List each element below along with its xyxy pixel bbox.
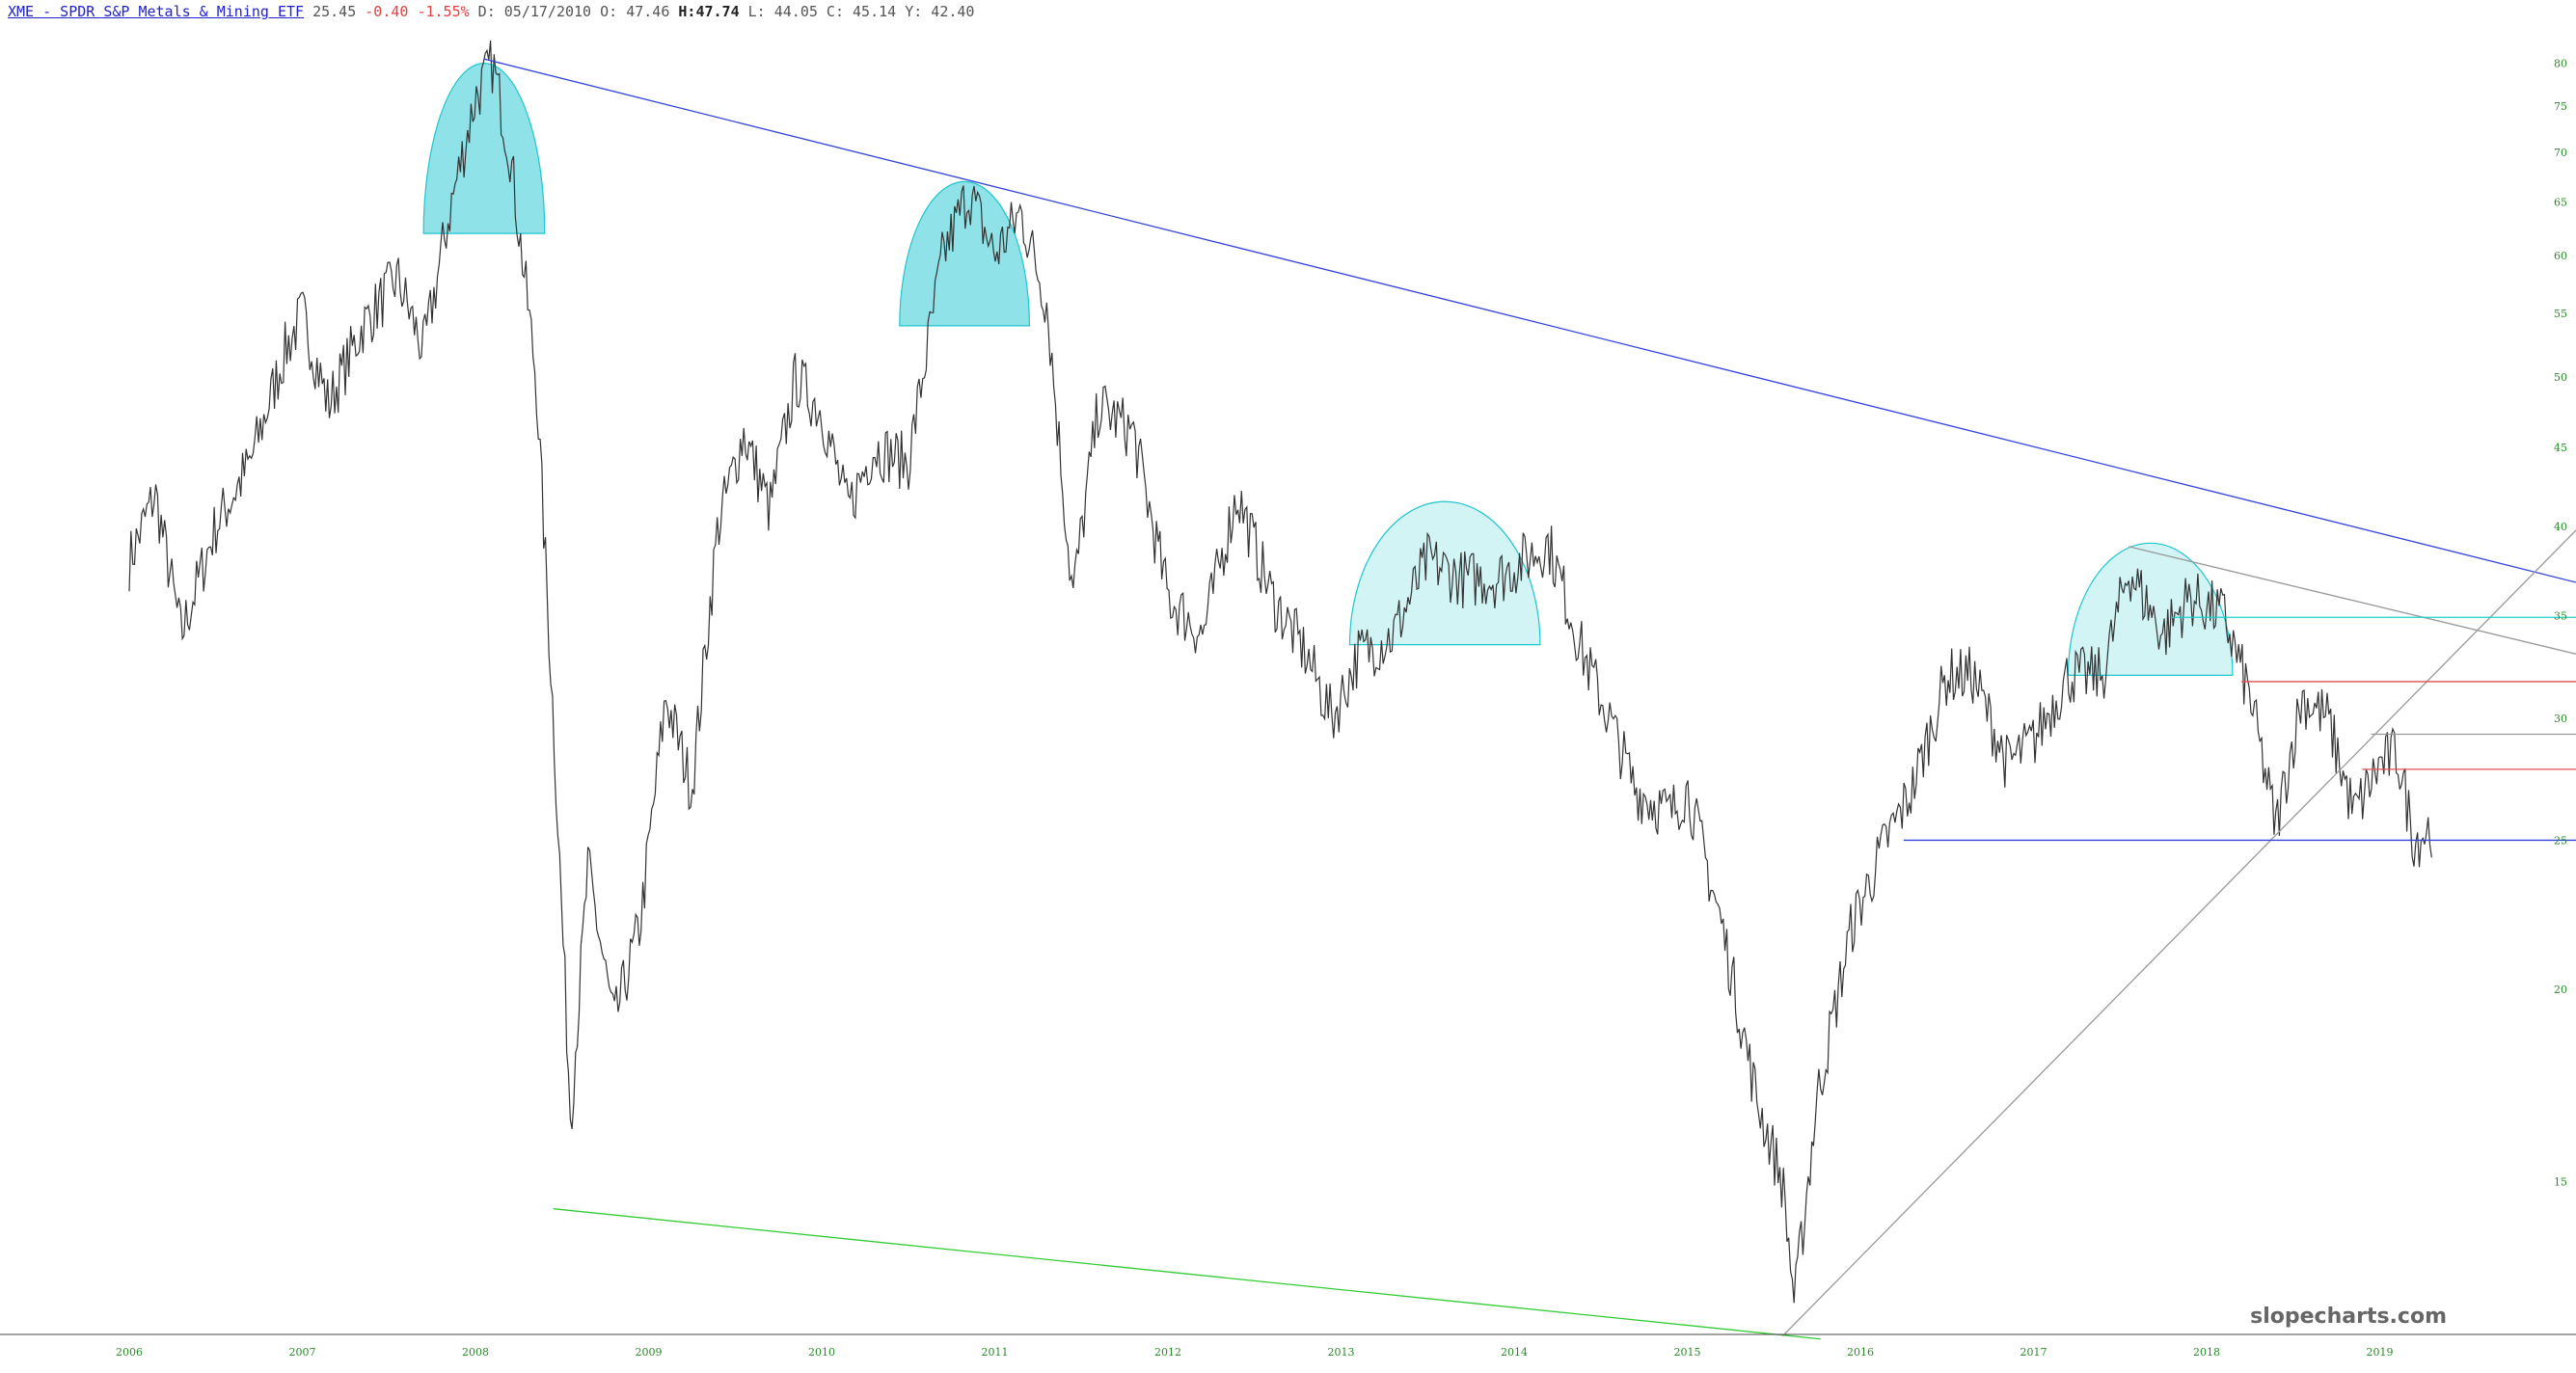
- dome-2: [899, 180, 1031, 327]
- cursor-date: D: 05/17/2010: [477, 3, 592, 20]
- last-price: 25.45: [312, 3, 357, 20]
- y-tick-label: 35: [2554, 609, 2567, 622]
- grey-line-4: [2129, 546, 2576, 655]
- x-tick-label: 2006: [116, 1346, 143, 1359]
- symbol-link[interactable]: XME - SPDR S&P Metals & Mining ETF: [8, 3, 305, 20]
- chart-overlays: [422, 62, 2234, 676]
- x-tick-label: 2019: [2367, 1346, 2394, 1359]
- x-axis: 2006 2007 2008 2009 2010 2011 2012 2013 2014 2015…: [0, 1333, 2576, 1359]
- low-value: L: 44.05: [747, 3, 818, 20]
- y-tick-label: 30: [2554, 713, 2567, 725]
- y-tick-label: 70: [2554, 147, 2567, 159]
- y-tick-label: 60: [2554, 250, 2567, 262]
- x-tick-label: 2008: [462, 1346, 489, 1359]
- y-tick-label: 55: [2554, 308, 2567, 320]
- y-tick-label: 40: [2554, 521, 2567, 533]
- x-tick-label: 2012: [1154, 1346, 1181, 1359]
- x-tick-label: 2016: [1847, 1346, 1874, 1359]
- chart-header: XME - SPDR S&P Metals & Mining ETF 25.45…: [8, 3, 974, 20]
- x-tick-label: 2014: [1501, 1346, 1528, 1359]
- y-tick-label: 25: [2554, 834, 2567, 847]
- price-series: [128, 40, 2432, 1304]
- x-tick-label: 2015: [1674, 1346, 1701, 1359]
- y-value: Y: 42.40: [905, 3, 975, 20]
- x-tick-label: 2007: [289, 1346, 316, 1359]
- y-tick-label: 65: [2554, 196, 2567, 208]
- price-change: -0.40: [365, 3, 409, 20]
- x-tick-label: 2009: [636, 1346, 663, 1359]
- x-tick-label: 2011: [982, 1346, 1009, 1359]
- y-tick-label: 80: [2554, 58, 2567, 70]
- x-tick-label: 2018: [2193, 1346, 2220, 1359]
- y-tick-label: 15: [2554, 1175, 2567, 1188]
- close-value: C: 45.14: [826, 3, 897, 20]
- y-axis: 80 75 70 65 60 55 50 45 40 35 30 25 20 15: [2554, 58, 2567, 1189]
- price-line: [128, 40, 2432, 1304]
- trendlines: [483, 58, 2576, 1340]
- price-change-pct: -1.55%: [417, 3, 470, 20]
- x-tick-label: 2017: [2020, 1346, 2047, 1359]
- x-tick-label: 2010: [808, 1346, 835, 1359]
- high-label: H:: [678, 3, 696, 20]
- y-tick-label: 75: [2554, 100, 2567, 113]
- lower-trend-line-2: [553, 1208, 1821, 1340]
- y-tick-label: 50: [2554, 371, 2567, 384]
- high-value: 47.74: [695, 3, 740, 20]
- brand-watermark: slopecharts.com: [2250, 1305, 2447, 1329]
- grey-line-3: [1781, 528, 2576, 1337]
- dome-1: [422, 62, 546, 234]
- x-tick-label: 2013: [1328, 1346, 1355, 1359]
- upper-trend-line-1: [483, 58, 2576, 583]
- open-value: O: 47.46: [600, 3, 670, 20]
- y-tick-label: 20: [2554, 983, 2567, 996]
- y-tick-label: 45: [2554, 442, 2567, 454]
- dome-3: [1348, 500, 1541, 646]
